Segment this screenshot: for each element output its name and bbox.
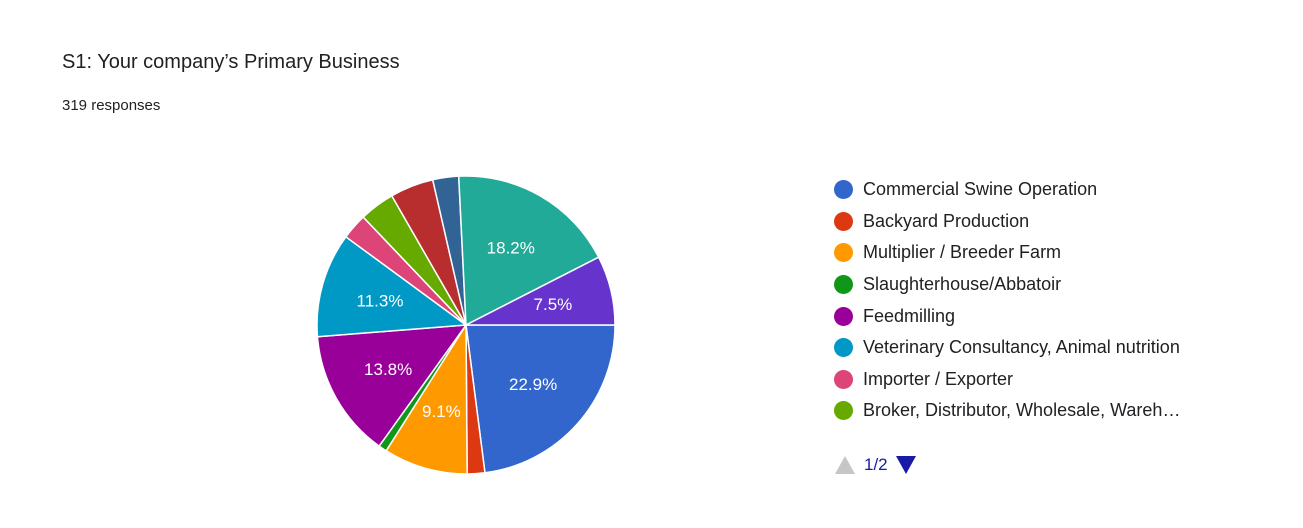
question-title: S1: Your company’s Primary Business (62, 51, 400, 73)
legend-label: Veterinary Consultancy, Animal nutrition (863, 337, 1180, 358)
legend-label: Backyard Production (863, 210, 1030, 231)
legend-swatch (834, 275, 853, 295)
page-indicator: 1/2 (864, 455, 888, 474)
prev-page-icon (835, 456, 855, 474)
legend-label: Importer / Exporter (863, 368, 1014, 389)
pie-slice[interactable] (316, 324, 468, 448)
legend-swatch (834, 401, 853, 421)
pie-slice[interactable] (465, 256, 616, 326)
slice-label: 9.1% (422, 402, 461, 421)
legend-swatch (834, 211, 853, 231)
legend-item[interactable]: Veterinary Consultancy, Animal nutrition (834, 332, 1180, 364)
legend-label: Commercial Swine Operation (863, 179, 1098, 200)
legend-item[interactable]: Backyard Production (834, 206, 1180, 238)
legend-swatch (834, 306, 853, 326)
slice-label: 22.9% (509, 375, 557, 394)
legend-item[interactable]: Feedmilling (834, 300, 1180, 332)
legend-item[interactable]: Importer / Exporter (834, 364, 1180, 396)
legend-pager: 1/2 (835, 455, 916, 475)
response-count: 319 responses (62, 97, 161, 114)
legend-item[interactable]: Commercial Swine Operation (834, 174, 1180, 206)
slice-label: 7.5% (534, 295, 573, 314)
legend-label: Feedmilling (863, 305, 956, 326)
legend-swatch (834, 369, 853, 389)
legend-swatch (834, 338, 853, 358)
pie-slice[interactable] (465, 324, 616, 474)
pie-slice[interactable] (457, 175, 600, 327)
pie-slice[interactable] (316, 235, 469, 338)
pie-slice[interactable] (385, 322, 468, 475)
next-page-icon[interactable] (895, 456, 916, 474)
legend-item[interactable]: Slaughterhouse/Abbatoir (834, 269, 1180, 301)
slice-label: 11.3% (357, 292, 404, 311)
legend-label: Multiplier / Breeder Farm (863, 242, 1062, 263)
legend-label: Slaughterhouse/Abbatoir (863, 274, 1062, 295)
legend-item[interactable]: Broker, Distributor, Wholesale, Wareh… (834, 395, 1180, 427)
legend-swatch (834, 180, 853, 200)
slice-label: 18.2% (487, 239, 535, 258)
legend-swatch (834, 243, 853, 263)
slice-label: 13.8% (364, 360, 412, 379)
legend-item[interactable]: Multiplier / Breeder Farm (834, 237, 1180, 269)
chart-legend: Commercial Swine Operation Backyard Produ… (834, 174, 1180, 427)
legend-label: Broker, Distributor, Wholesale, Wareh… (863, 400, 1181, 421)
